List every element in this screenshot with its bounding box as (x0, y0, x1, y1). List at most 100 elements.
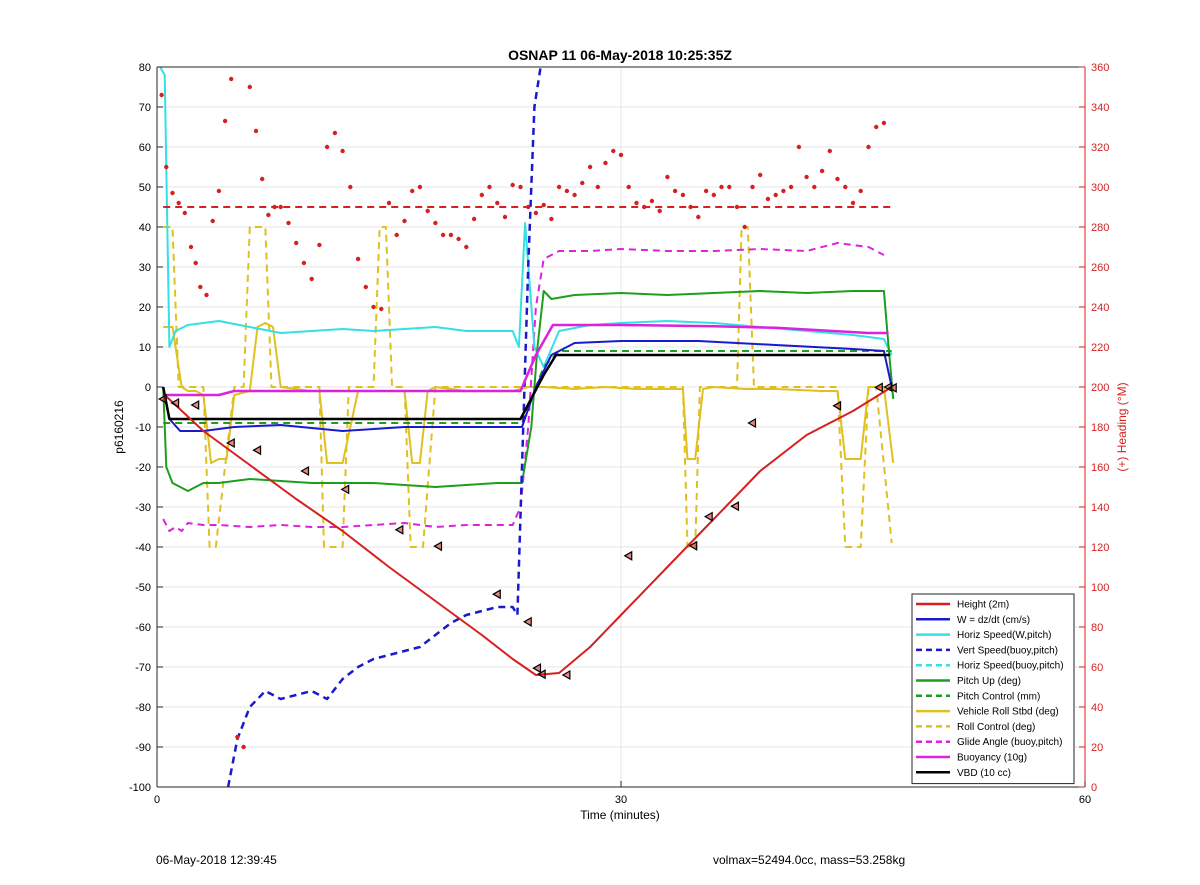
heading-point-51 (518, 184, 523, 190)
y-tick-label-2: -80 (135, 702, 151, 714)
heading-point-81 (750, 184, 755, 190)
heading-point-76 (711, 192, 716, 198)
heading-point-95 (858, 188, 863, 194)
heading-point-53 (533, 210, 539, 216)
heading-point-27 (332, 130, 338, 136)
heading-point-73 (688, 204, 693, 210)
y2-tick-label-2: 40 (1091, 702, 1103, 714)
x-tick-label-1: 30 (615, 794, 627, 806)
heading-point-84 (773, 192, 778, 198)
heading-point-1 (164, 164, 169, 170)
x-tick-label-2: 60 (1079, 794, 1091, 806)
series-line-2 (159, 67, 893, 368)
heading-point-49 (502, 214, 508, 220)
series-line-9 (162, 242, 885, 532)
height-marker-4 (252, 445, 262, 456)
series-line-5 (162, 290, 895, 492)
series-line-3 (226, 67, 542, 787)
legend-label-11: VBD (10 cc) (957, 768, 1011, 779)
y-axis-label: p6160216 (112, 400, 126, 454)
heading-point-23 (301, 260, 307, 266)
y2-tick-label-5: 100 (1091, 582, 1109, 594)
y-tick-label-14: 40 (139, 222, 151, 234)
y-tick-label-1: -90 (135, 742, 151, 754)
heading-point-52 (526, 204, 531, 210)
height-marker-3 (226, 437, 235, 449)
y2-tick-label-15: 300 (1091, 182, 1109, 194)
heading-point-72 (680, 192, 686, 198)
heading-point-62 (603, 160, 608, 166)
legend-label-3: Vert Speed(buoy,pitch) (957, 645, 1058, 656)
legend-label-2: Horiz Speed(W,pitch) (957, 630, 1051, 641)
heading-point-59 (580, 180, 585, 186)
heading-point-66 (634, 200, 639, 206)
heading-point-63 (611, 148, 616, 154)
height-marker-5 (300, 465, 310, 477)
heading-point-42 (448, 232, 454, 238)
series-line-6 (163, 350, 892, 424)
heading-point-82 (758, 172, 763, 178)
heading-point-80 (742, 224, 747, 230)
heading-point-86 (788, 184, 794, 190)
heading-point-68 (649, 198, 655, 204)
heading-point-16 (253, 128, 259, 134)
heading-point-93 (843, 184, 848, 190)
heading-point-35 (394, 232, 399, 238)
heading-point-12 (229, 76, 234, 82)
y2-tick-label-9: 180 (1091, 422, 1109, 434)
y-tick-label-16: 60 (139, 142, 151, 154)
heading-point-25 (317, 242, 322, 248)
heading-point-31 (363, 284, 368, 290)
heading-point-90 (819, 168, 825, 174)
legend-label-0: Height (2m) (957, 600, 1009, 611)
y-tick-label-9: -10 (135, 422, 151, 434)
y-tick-label-11: 10 (139, 342, 151, 354)
heading-point-50 (510, 182, 515, 188)
y-tick-label-5: -50 (135, 582, 151, 594)
heading-point-44 (464, 244, 469, 250)
heading-point-92 (835, 176, 840, 182)
legend-label-4: Horiz Speed(buoy,pitch) (957, 661, 1064, 672)
heading-point-91 (827, 148, 832, 154)
y2-tick-label-7: 140 (1091, 502, 1109, 514)
heading-point-10 (216, 188, 222, 194)
height-marker-2 (190, 399, 200, 411)
y-tick-label-15: 50 (139, 182, 151, 194)
series-line-0 (164, 386, 893, 676)
series-line-1 (162, 340, 893, 432)
height-marker-14 (623, 550, 633, 561)
heading-point-3 (176, 200, 181, 206)
height-marker-0 (157, 393, 167, 405)
heading-point-20 (278, 204, 283, 210)
heading-point-77 (719, 184, 724, 190)
series-line-8 (163, 226, 893, 548)
heading-point-29 (348, 184, 353, 190)
heading-point-36 (402, 218, 407, 224)
height-marker-20 (874, 382, 883, 393)
y2-tick-label-16: 320 (1091, 142, 1109, 154)
heading-point-69 (657, 208, 662, 214)
heading-point-79 (734, 204, 740, 210)
legend-label-6: Pitch Control (mm) (957, 691, 1040, 702)
heading-point-96 (866, 144, 871, 150)
heading-point-57 (564, 188, 570, 194)
heading-point-58 (572, 192, 577, 198)
heading-point-83 (765, 196, 771, 202)
heading-point-7 (198, 284, 203, 290)
heading-point-39 (425, 208, 430, 214)
y2-tick-label-3: 60 (1091, 662, 1103, 674)
y-tick-label-6: -40 (135, 542, 151, 554)
heading-point-88 (804, 174, 809, 180)
heading-point-38 (417, 184, 423, 190)
heading-point-32 (371, 304, 376, 310)
height-marker-10 (522, 616, 532, 627)
heading-point-54 (541, 202, 546, 208)
heading-point-60 (587, 164, 593, 170)
heading-point-94 (850, 200, 856, 206)
height-marker-9 (492, 589, 501, 600)
height-marker-22 (888, 382, 897, 393)
heading-point-5 (188, 244, 194, 250)
heading-point-26 (324, 144, 330, 150)
heading-point-9 (210, 218, 215, 224)
heading-point-2 (170, 190, 175, 196)
